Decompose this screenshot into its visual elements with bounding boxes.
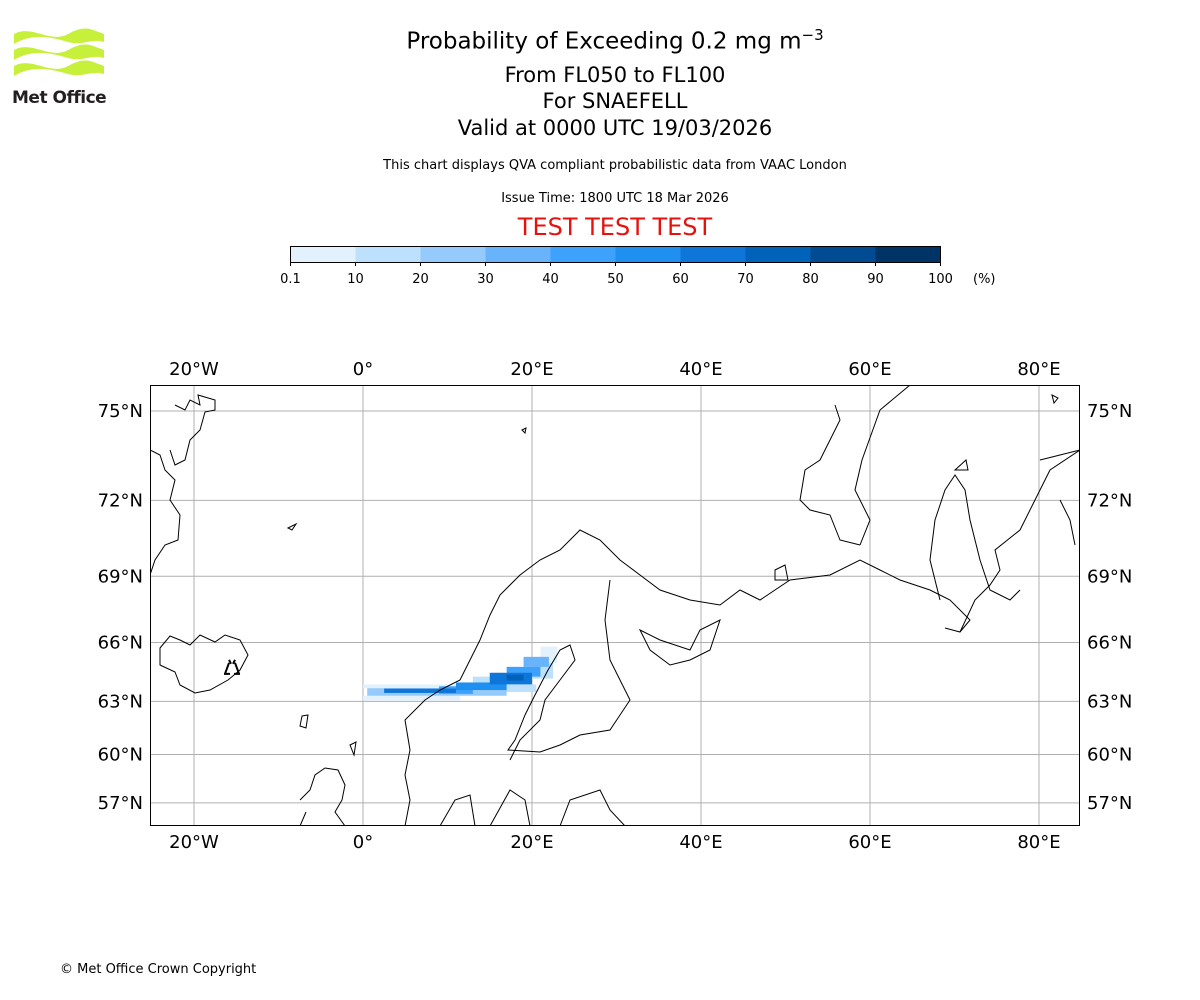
- chart-description: This chart displays QVA compliant probab…: [383, 158, 847, 173]
- probability-cell: [523, 656, 549, 667]
- colorbar-unit: (%): [973, 272, 996, 287]
- colorbar-bin: [420, 246, 486, 263]
- chart-title: Probability of Exceeding 0.2 mg m−3: [0, 26, 1200, 55]
- coast-yamal: [929, 474, 1021, 601]
- met-office-logo: Met Office: [12, 28, 108, 108]
- colorbar-bin: [615, 246, 681, 263]
- lon-tick-label: 40°E: [679, 359, 722, 380]
- coast-mainland: [404, 449, 1080, 826]
- lon-tick-label: 20°W: [169, 359, 219, 380]
- coast-greenland-east: [169, 394, 216, 466]
- lon-tick-label: 80°E: [1017, 832, 1060, 853]
- coast-iceland: [159, 634, 249, 694]
- level-range: From FL050 to FL100: [504, 63, 726, 87]
- lat-tick-label: 66°N: [1087, 633, 1132, 654]
- lat-tick-label: 69°N: [98, 566, 143, 587]
- coast-greenland: [150, 449, 181, 576]
- colorbar-bin: [485, 246, 551, 263]
- probability-cell: [455, 690, 507, 696]
- lon-tick-label: 60°E: [848, 832, 891, 853]
- colorbar-bin: [745, 246, 811, 263]
- lat-tick-label: 72°N: [1087, 490, 1132, 511]
- coast-baltic: [439, 789, 626, 826]
- coast-uk: [299, 767, 346, 826]
- map: 20°W 20°W 0° 0° 20°E 20°E 40°E 40°E 60°E 60°E 80°E…: [98, 359, 1133, 853]
- lat-tick-label: 75°N: [1087, 401, 1132, 422]
- lat-tick-label: 60°N: [1087, 744, 1132, 765]
- title-superscript: −3: [801, 26, 824, 44]
- colorbar-bin: [550, 246, 616, 263]
- lat-tick-label: 63°N: [1087, 691, 1132, 712]
- title-text: Probability of Exceeding 0.2 mg m: [406, 28, 802, 55]
- logo-text: Met Office: [12, 88, 107, 108]
- lon-tick-label: 0°: [353, 359, 373, 380]
- colorbar-tick-label: 100: [928, 272, 953, 287]
- coast-small-islands: [521, 394, 1059, 581]
- lon-tick-label: 20°E: [510, 359, 553, 380]
- colorbar-tick-label: 90: [867, 272, 884, 287]
- coastlines: [150, 385, 1080, 826]
- lon-tick-label: 20°E: [510, 832, 553, 853]
- probability-cell: [363, 695, 461, 701]
- waves-icon: [14, 28, 104, 76]
- volcano-name: For SNAEFELL: [542, 89, 688, 113]
- valid-time: Valid at 0000 UTC 19/03/2026: [457, 116, 773, 140]
- probability-cell: [363, 684, 456, 689]
- coast-novaya-zemlya: [799, 385, 911, 546]
- probability-cell: [506, 666, 541, 677]
- coast-east: [1039, 449, 1080, 546]
- colorbar-bin: [290, 246, 356, 263]
- colorbar-bin: [810, 246, 876, 263]
- lon-tick-label: 60°E: [848, 359, 891, 380]
- coast-gulf-of-bothnia: [507, 579, 631, 761]
- colorbar: 0.1 10 20 30 40 50 60 70 80 90 100 (%): [280, 246, 996, 287]
- probability-cell: [384, 688, 456, 693]
- lat-tick-label: 57°N: [98, 793, 143, 814]
- colorbar-tick-label: 60: [672, 272, 689, 287]
- lat-tick-label: 57°N: [1087, 793, 1132, 814]
- lon-tick-label: 0°: [353, 832, 373, 853]
- probability-cell: [506, 684, 537, 692]
- colorbar-tick-label: 40: [542, 272, 559, 287]
- coast-white-sea: [638, 619, 721, 666]
- map-frame: [150, 385, 1080, 826]
- colorbar-tick-label: 20: [412, 272, 429, 287]
- issue-time: Issue Time: 1800 UTC 18 Mar 2026: [501, 191, 729, 206]
- colorbar-tick-label: 70: [737, 272, 754, 287]
- volcano-icon: [224, 659, 241, 675]
- lat-tick-label: 66°N: [98, 633, 143, 654]
- lat-tick-label: 75°N: [98, 401, 143, 422]
- colorbar-bin: [355, 246, 421, 263]
- lat-tick-label: 69°N: [1087, 566, 1132, 587]
- probability-cell: [506, 674, 524, 681]
- colorbar-tick-label: 30: [477, 272, 494, 287]
- lon-tick-label: 80°E: [1017, 359, 1060, 380]
- copyright: © Met Office Crown Copyright: [60, 962, 257, 977]
- test-banner: TEST TEST TEST: [517, 213, 713, 241]
- colorbar-tick-label: 0.1: [280, 272, 301, 287]
- lon-tick-label: 40°E: [679, 832, 722, 853]
- lat-tick-label: 60°N: [98, 744, 143, 765]
- lat-tick-label: 72°N: [98, 490, 143, 511]
- colorbar-tick-label: 10: [347, 272, 364, 287]
- colorbar-bin: [875, 246, 941, 263]
- probability-cell: [455, 682, 507, 691]
- colorbar-tick-label: 80: [802, 272, 819, 287]
- coast-islands: [286, 522, 357, 757]
- lat-tick-label: 63°N: [98, 691, 143, 712]
- colorbar-tick-label: 50: [607, 272, 624, 287]
- lon-tick-label: 20°W: [169, 832, 219, 853]
- colorbar-bin: [680, 246, 746, 263]
